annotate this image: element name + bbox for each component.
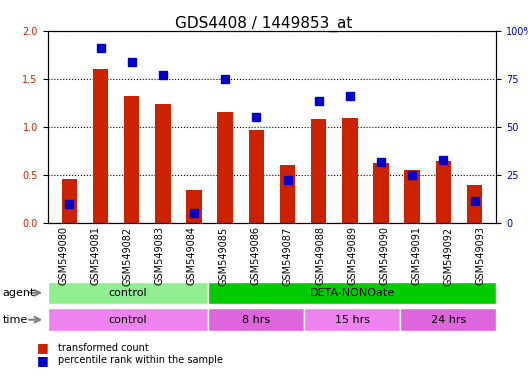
Text: transformed count: transformed count <box>58 343 149 353</box>
Text: GDS4408 / 1449853_at: GDS4408 / 1449853_at <box>175 15 353 31</box>
Text: GSM549086: GSM549086 <box>251 227 261 285</box>
Text: DETA-NONOate: DETA-NONOate <box>309 288 394 298</box>
FancyBboxPatch shape <box>48 281 208 304</box>
Bar <box>342 118 357 223</box>
Bar <box>404 170 420 223</box>
Text: 24 hrs: 24 hrs <box>431 314 466 325</box>
Bar <box>218 113 233 223</box>
Text: GSM549088: GSM549088 <box>315 227 325 285</box>
Text: GSM549083: GSM549083 <box>155 227 165 285</box>
Text: ■: ■ <box>37 354 49 367</box>
Bar <box>311 119 326 223</box>
FancyBboxPatch shape <box>208 308 304 331</box>
FancyBboxPatch shape <box>304 308 400 331</box>
Text: GSM549092: GSM549092 <box>443 227 453 286</box>
Text: GSM549085: GSM549085 <box>219 227 229 286</box>
Bar <box>249 130 264 223</box>
Text: ■: ■ <box>37 341 49 354</box>
Text: GSM549090: GSM549090 <box>379 227 389 285</box>
Bar <box>155 104 171 223</box>
Text: percentile rank within the sample: percentile rank within the sample <box>58 355 223 365</box>
Bar <box>280 165 295 223</box>
Text: GSM549091: GSM549091 <box>411 227 421 285</box>
Text: agent: agent <box>3 288 35 298</box>
Bar <box>93 69 108 223</box>
Text: GSM549093: GSM549093 <box>475 227 485 285</box>
Bar <box>436 161 451 223</box>
Text: GSM549081: GSM549081 <box>91 227 101 285</box>
Text: time: time <box>3 314 28 325</box>
Text: GSM549087: GSM549087 <box>283 227 293 286</box>
Text: 15 hrs: 15 hrs <box>335 314 370 325</box>
FancyBboxPatch shape <box>48 308 208 331</box>
Bar <box>62 179 77 223</box>
Text: GSM549082: GSM549082 <box>122 227 133 286</box>
Bar <box>373 163 389 223</box>
Bar <box>186 190 202 223</box>
Text: GSM549080: GSM549080 <box>59 227 69 285</box>
Text: control: control <box>108 288 147 298</box>
Bar <box>467 185 482 223</box>
Text: control: control <box>108 314 147 325</box>
Text: GSM549089: GSM549089 <box>347 227 357 285</box>
Text: 8 hrs: 8 hrs <box>242 314 270 325</box>
FancyBboxPatch shape <box>208 281 496 304</box>
FancyBboxPatch shape <box>400 308 496 331</box>
Text: GSM549084: GSM549084 <box>187 227 197 285</box>
Bar <box>124 96 139 223</box>
